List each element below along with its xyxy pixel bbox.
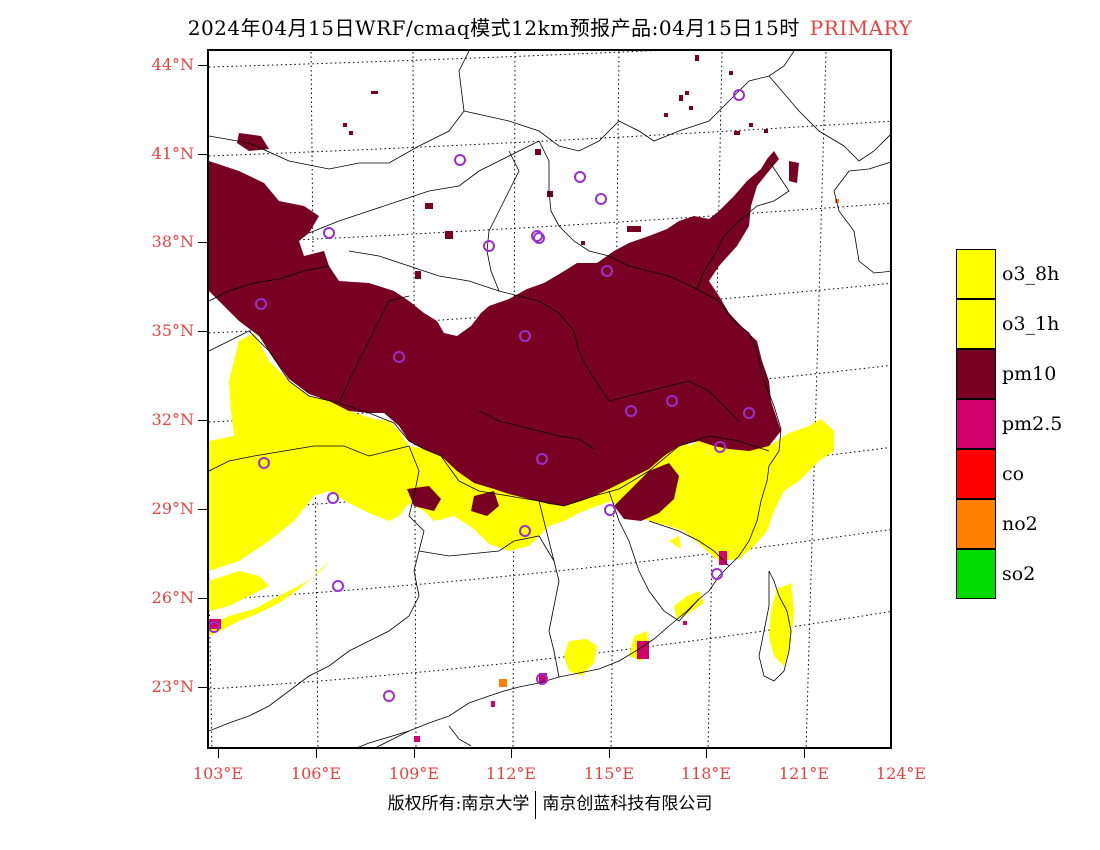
legend-swatch [956,249,996,299]
lat-tick [198,154,207,155]
legend-swatch [956,399,996,449]
lat-tick [198,65,207,66]
legend-swatch [956,549,996,599]
lon-tick [804,749,805,758]
legend-swatch [956,349,996,399]
lon-tick [706,749,707,758]
lat-tick [198,687,207,688]
no2-spot [499,679,507,687]
lat-label-35: 35°N [151,321,194,340]
primary-tag: PRIMARY [809,16,913,40]
lat-label-26: 26°N [151,588,194,607]
legend-label: so2 [1002,563,1036,585]
legend-label: pm2.5 [1002,413,1063,435]
lon-label-124: 124°E [875,764,927,783]
boundaries [209,51,890,747]
pm10-specks [343,55,768,337]
copyright-left: 版权所有:南京大学 [387,794,530,814]
lat-label-32: 32°N [151,410,194,429]
legend-label: no2 [1002,513,1038,535]
lon-label-106: 106°E [290,764,342,783]
lon-label-109: 109°E [388,764,440,783]
lat-label-29: 29°N [151,499,194,518]
legend-label: pm10 [1002,363,1057,385]
lat-tick [198,420,207,421]
lon-tick [316,749,317,758]
lon-tick [414,749,415,758]
legend-swatch [956,299,996,349]
legend-swatch [956,449,996,499]
footer-separator [535,790,537,819]
lon-label-118: 118°E [680,764,732,783]
legend-label: o3_1h [1002,313,1060,335]
lon-label-112: 112°E [485,764,537,783]
pm25-area [209,551,727,742]
lon-tick [218,749,219,758]
lon-tick [609,749,610,758]
lat-label-41: 41°N [151,144,194,163]
lat-tick [198,331,207,332]
map-canvas [209,51,890,747]
no2-spot-coast [835,199,839,203]
lon-label-121: 121°E [778,764,830,783]
map-title: 2024年04月15日WRF/cmaq模式12km预报产品:04月15日15时 P… [0,12,1100,41]
lon-tick [511,749,512,758]
lat-tick [198,598,207,599]
legend-label: o3_8h [1002,263,1060,285]
map-frame[interactable] [207,49,892,749]
legend-swatch [956,499,996,549]
lat-label-38: 38°N [151,232,194,251]
copyright-right: 南京创蓝科技有限公司 [542,794,713,814]
lon-label-115: 115°E [583,764,635,783]
lat-tick [198,509,207,510]
lat-label-23: 23°N [151,677,194,696]
title-text: 2024年04月15日WRF/cmaq模式12km预报产品:04月15日15时 [187,16,800,40]
lon-label-103: 103°E [192,764,244,783]
copyright-footer: 版权所有:南京大学 南京创蓝科技有限公司 [0,789,1100,819]
station-markers [209,89,755,702]
lat-tick [198,242,207,243]
legend-label: co [1002,463,1025,485]
pm10-area [209,133,799,521]
lat-label-44: 44°N [151,55,194,74]
